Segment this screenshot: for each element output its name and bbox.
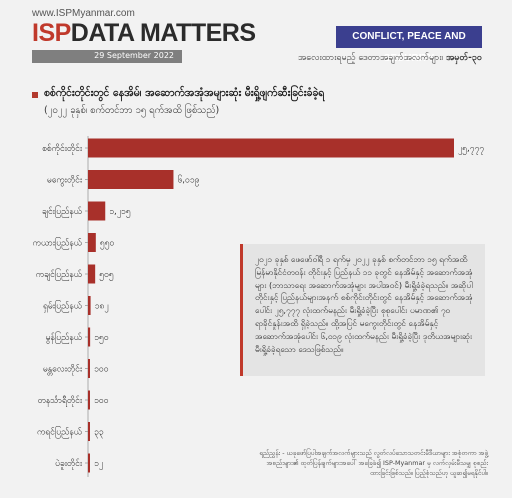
bar — [88, 296, 91, 315]
category-label: မန္တလေးတိုင်း — [43, 364, 83, 376]
category-label: တနင်္သာရီတိုင်း — [38, 395, 83, 407]
bar — [88, 264, 96, 284]
value-label: ၁၀၀ — [94, 365, 108, 375]
chart-title: စစ်ကိုင်းတိုင်းတွင် နေအိမ်၊ အဆောက်အအုံအမ… — [44, 87, 325, 99]
logo-isp: ISP — [32, 19, 71, 47]
category-label: ကယားပြည်နယ် — [33, 237, 83, 250]
title-marker — [32, 92, 38, 98]
series-label: အလေးထားရမည့် ဒေတာအချက်အလက်များ၊ အမှတ်-၃၀ — [278, 52, 482, 65]
category-label: ချင်းပြည်နယ် — [42, 205, 83, 218]
series-label-text: အလေးထားရမည့် ဒေတာအချက်အလက်များ၊ — [297, 53, 444, 63]
chart-subtitle: (၂၀၂၂ ခုနှစ်၊ စက်တင်ဘာ ၁၅ ရက်အထိ ဖြစ်သည်… — [44, 105, 220, 116]
note-box: ၂၀၂၁ ခုနှစ် ဖေဖော်ဝါရီ ၁ ရက်မှ ၂၀၂၂ ခုနှ… — [240, 244, 485, 376]
value-label: ၅၅၀ — [100, 239, 114, 250]
logo: ISPDATA MATTERS — [32, 19, 256, 48]
bar — [88, 359, 90, 378]
bar — [88, 201, 106, 221]
value-label: ၃၃ — [94, 428, 104, 439]
category-label: ပဲခူးတိုင်း — [55, 458, 83, 470]
value-label: ၂၅,၇၇၇ — [458, 144, 484, 155]
date-band: 29 September 2022 — [32, 50, 182, 63]
publish-date: 29 September 2022 — [94, 51, 174, 60]
bar — [88, 390, 90, 410]
value-label: ၁၈၂ — [95, 302, 109, 313]
value-label: ၆,၀၁၉ — [177, 175, 199, 187]
value-label: ၅၀၅ — [99, 270, 114, 281]
bar — [88, 453, 90, 473]
value-label: ၁,၂၁၅ — [109, 207, 130, 218]
category-label: စစ်ကိုင်းတိုင်း — [42, 143, 83, 155]
category-label: မွန်ပြည်နယ် — [46, 331, 83, 344]
bar — [88, 138, 454, 158]
source-note: ရည်ညွှန်း - ယခုဖော်ပြပါအချက်အလက်များသည် … — [259, 449, 488, 477]
series-number: အမှတ်-၃၀ — [445, 53, 482, 63]
value-label: ၁၀၀ — [94, 396, 108, 406]
bar — [88, 422, 90, 441]
site-url[interactable]: www.ISPMyanmar.com — [32, 8, 135, 19]
bar — [88, 327, 91, 347]
note-text: ၂၀၂၁ ခုနှစ် ဖေဖော်ဝါရီ ၁ ရက်မှ ၂၀၂၂ ခုနှ… — [255, 254, 473, 354]
category-label: ရှမ်းပြည်နယ် — [43, 300, 83, 313]
category-label: ကရင်ပြည်နယ် — [37, 426, 83, 439]
category-label: မကွေးတိုင်း — [47, 175, 83, 187]
value-label: ၁၂ — [94, 459, 103, 470]
category-label: ကချင်ပြည်နယ် — [36, 268, 83, 281]
logo-data-matters: DATA MATTERS — [70, 19, 256, 47]
bar — [88, 170, 174, 189]
bar — [88, 233, 96, 252]
topic-badge: CONFLICT, PEACE AND SECURITY — [336, 26, 482, 64]
value-label: ၁၅၀ — [94, 333, 108, 344]
